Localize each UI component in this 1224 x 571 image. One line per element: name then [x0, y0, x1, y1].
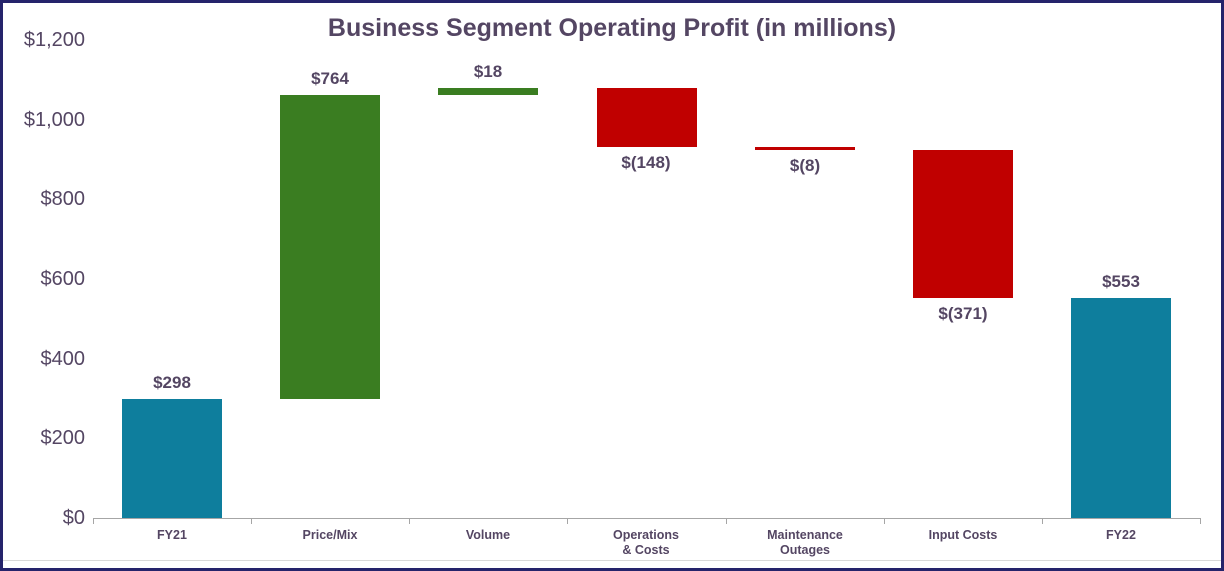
x-axis-tick [1042, 518, 1043, 524]
x-axis-category-label-line: FY22 [1106, 528, 1136, 542]
bar-value-label: $(8) [789, 156, 821, 175]
y-axis-tick-label: $400 [40, 347, 86, 370]
x-axis-category-label: FY22 [1042, 528, 1200, 543]
x-axis-category-label-line: Outages [779, 543, 830, 557]
bar-fy21 [122, 399, 222, 518]
x-axis-category-label-line: & Costs [622, 543, 670, 557]
plot-area: $0 $200 $400 $600 $800 $1,000 $1,200 $298 FY21 $7… [3, 3, 1221, 568]
x-axis-category-label: Input Costs [884, 528, 1042, 543]
x-axis-category-label: Operations & Costs [567, 528, 725, 558]
bar-maintenance-outages [755, 147, 855, 150]
x-axis-category-label-line: Volume [465, 528, 511, 542]
x-axis-tick [251, 518, 252, 524]
bar-value-label: $553 [1102, 272, 1140, 291]
y-axis-tick-label: $800 [40, 188, 86, 211]
x-axis-tick [567, 518, 568, 524]
y-axis-tick-label: $0 [62, 507, 85, 529]
bar-volume [438, 88, 538, 95]
x-axis-category-label-line: Input Costs [928, 528, 998, 542]
y-axis-tick-label: $1,000 [23, 108, 85, 131]
bar-value-label: $(148) [621, 153, 671, 172]
x-axis-category-label-line: Price/Mix [302, 528, 358, 542]
y-axis-tick-label: $1,200 [23, 29, 85, 51]
x-axis-tick [884, 518, 885, 524]
x-axis-category-label: Volume [409, 528, 567, 543]
bar-value-label: $(371) [938, 304, 988, 323]
x-axis-tick [726, 518, 727, 524]
bar-value-label: $298 [153, 373, 191, 392]
bar-price-mix [280, 95, 380, 399]
bar-input-costs [913, 150, 1013, 298]
y-axis-tick-label: $600 [40, 268, 86, 290]
bar-value-label: $18 [473, 62, 503, 81]
x-axis-category-label: FY21 [93, 528, 251, 543]
x-axis-tick [93, 518, 94, 524]
x-axis-category-label-line: FY21 [157, 528, 187, 542]
x-axis-tick [409, 518, 410, 524]
bottom-hairline [3, 560, 1221, 561]
bar-value-label: $764 [311, 69, 349, 88]
chart-title: Business Segment Operating Profit (in mi… [327, 14, 897, 42]
x-axis-tick [1200, 518, 1201, 524]
x-axis-category-label: Price/Mix [251, 528, 409, 543]
x-axis-line [93, 518, 1200, 519]
bar-operations-costs [597, 88, 697, 147]
x-axis-category-label: Maintenance Outages [726, 528, 884, 558]
bar-fy22 [1071, 298, 1171, 518]
x-axis-category-label-line: Maintenance [767, 528, 843, 542]
x-axis-category-label-line: Operations [613, 528, 679, 542]
y-axis-tick-label: $200 [40, 427, 86, 450]
